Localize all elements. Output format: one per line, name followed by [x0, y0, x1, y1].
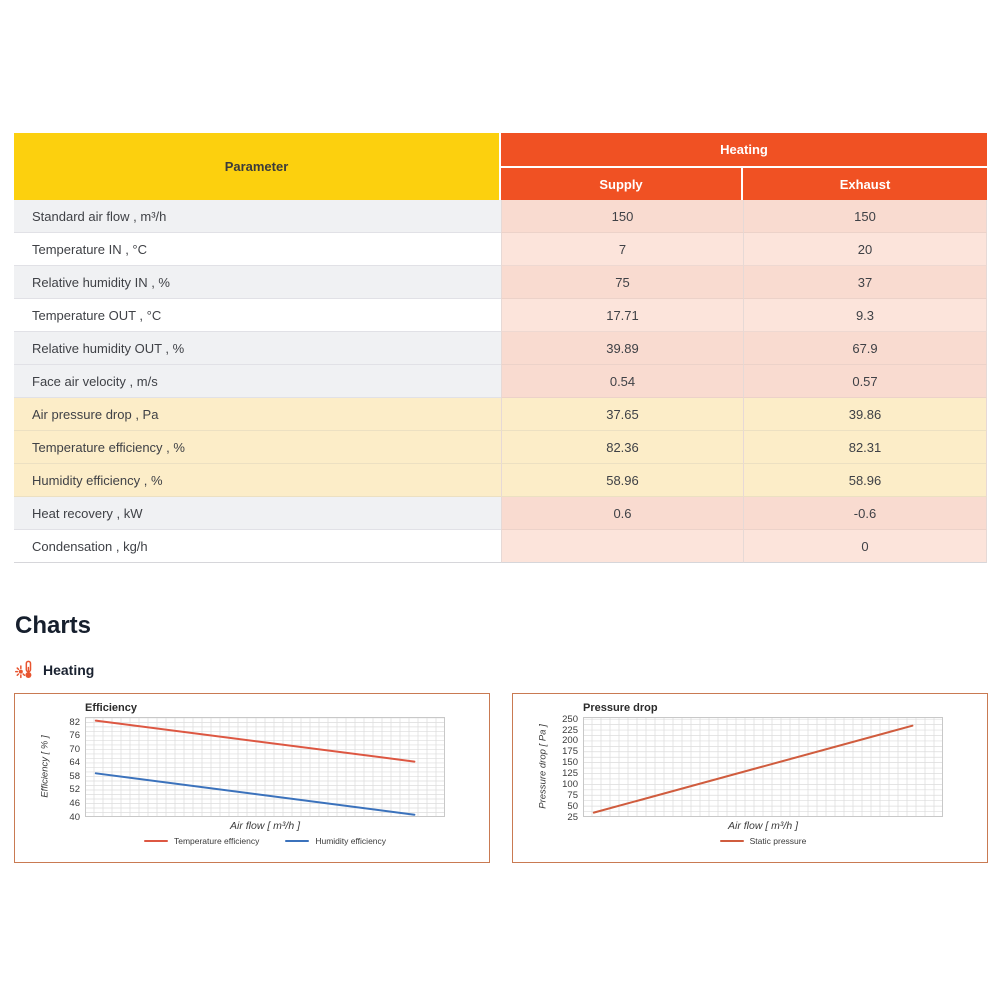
- table-row-param: Relative humidity IN , %: [14, 266, 501, 299]
- y-tick-label: 175: [562, 746, 578, 758]
- y-tick-label: 100: [562, 778, 578, 790]
- table-row-param: Heat recovery , kW: [14, 497, 501, 530]
- efficiency-plot-area: [85, 717, 445, 818]
- legend-item: Temperature efficiency: [143, 836, 259, 846]
- table-row-supply-value: 17.71: [501, 299, 743, 332]
- table-row-exhaust-value: 150: [743, 200, 987, 233]
- chart-title: Efficiency: [85, 702, 137, 714]
- x-axis-label: Air flow [ m³/h ]: [727, 820, 798, 832]
- table-row-exhaust-value: 67.9: [743, 332, 987, 365]
- table-row-param: Temperature efficiency , %: [14, 431, 501, 464]
- table-row-supply-value: 0.6: [501, 497, 743, 530]
- chart-legend: Static pressure: [583, 836, 943, 846]
- y-tick-label: 40: [69, 811, 80, 823]
- legend-item: Humidity efficiency: [285, 836, 386, 846]
- chart-title: Pressure drop: [583, 702, 658, 714]
- y-axis-ticks: 250 225 200 175 150 125 100 75 50 25: [545, 713, 583, 823]
- table-row-exhaust-value: 37: [743, 266, 987, 299]
- table-row-param: Air pressure drop , Pa: [14, 398, 501, 431]
- table-row-supply-value: 150: [501, 200, 743, 233]
- table-row-supply-value: 37.65: [501, 398, 743, 431]
- table-row-exhaust-value: 0.57: [743, 365, 987, 398]
- table-row-param: Face air velocity , m/s: [14, 365, 501, 398]
- y-axis-label: Efficiency [ % ]: [39, 735, 51, 798]
- y-tick-label: 125: [562, 768, 578, 780]
- heating-group-label: Heating: [43, 662, 95, 678]
- parameters-table: Parameter Heating Supply Exhaust Standar…: [14, 133, 987, 563]
- y-axis-ticks: 82 76 70 64 58 52 46 40: [47, 716, 85, 823]
- series-line: [592, 724, 914, 814]
- series-line: [94, 772, 416, 816]
- pressure-plot-area: [583, 717, 943, 818]
- table-row-supply-value: 75: [501, 266, 743, 299]
- table-row-exhaust-value: 9.3: [743, 299, 987, 332]
- y-axis-label: Pressure drop [ Pa ]: [537, 724, 549, 809]
- y-tick-label: 52: [69, 784, 80, 796]
- exhaust-column-header: Exhaust: [743, 168, 987, 200]
- table-row-exhaust-value: 39.86: [743, 398, 987, 431]
- y-tick-label: 76: [69, 730, 80, 742]
- x-axis-label: Air flow [ m³/h ]: [229, 820, 300, 832]
- y-tick-label: 46: [69, 797, 80, 809]
- supply-column-header: Supply: [501, 168, 743, 200]
- table-row-exhaust-value: 20: [743, 233, 987, 266]
- table-row-exhaust-value: 58.96: [743, 464, 987, 497]
- legend-line-swatch: [285, 839, 310, 843]
- y-tick-label: 75: [567, 789, 578, 801]
- table-row-supply-value: 7: [501, 233, 743, 266]
- y-tick-label: 58: [69, 770, 80, 782]
- chart-cards: Efficiency Efficiency [ % ] 82 76 70 64 58 52…: [14, 693, 988, 863]
- table-row-supply-value: [501, 530, 743, 563]
- y-tick-label: 50: [567, 800, 578, 812]
- table-row-exhaust-value: -0.6: [743, 497, 987, 530]
- table-row-param: Relative humidity OUT , %: [14, 332, 501, 365]
- series-line: [94, 719, 416, 763]
- legend-line-swatch: [143, 839, 168, 843]
- y-tick-label: 250: [562, 713, 578, 725]
- y-tick-label: 150: [562, 757, 578, 769]
- y-tick-label: 25: [567, 811, 578, 823]
- heating-group-header: Heating: [501, 133, 987, 168]
- table-row-supply-value: 58.96: [501, 464, 743, 497]
- charts-section-title: Charts: [15, 612, 92, 639]
- thermometer-sun-icon: [15, 660, 35, 680]
- chart-legend: Temperature efficiency Humidity efficienc…: [85, 836, 445, 846]
- legend-item: Static pressure: [719, 836, 806, 846]
- pressure-drop-chart-card: Pressure drop Pressure drop [ Pa ] 250 22…: [512, 693, 988, 863]
- table-row-exhaust-value: 82.31: [743, 431, 987, 464]
- y-tick-label: 200: [562, 735, 578, 747]
- heating-group-row: Heating: [15, 660, 94, 680]
- table-row-param: Humidity efficiency , %: [14, 464, 501, 497]
- table-row-supply-value: 39.89: [501, 332, 743, 365]
- y-tick-label: 82: [69, 716, 80, 728]
- table-row-exhaust-value: 0: [743, 530, 987, 563]
- y-tick-label: 64: [69, 757, 80, 769]
- legend-line-swatch: [719, 839, 744, 843]
- efficiency-chart-card: Efficiency Efficiency [ % ] 82 76 70 64 58 52…: [14, 693, 490, 863]
- table-row-param: Standard air flow , m³/h: [14, 200, 501, 233]
- table-row-supply-value: 0.54: [501, 365, 743, 398]
- table-row-supply-value: 82.36: [501, 431, 743, 464]
- table-row-param: Condensation , kg/h: [14, 530, 501, 563]
- table-row-param: Temperature IN , °C: [14, 233, 501, 266]
- y-tick-label: 70: [69, 743, 80, 755]
- param-column-header: Parameter: [14, 133, 501, 200]
- table-row-param: Temperature OUT , °C: [14, 299, 501, 332]
- y-tick-label: 225: [562, 724, 578, 736]
